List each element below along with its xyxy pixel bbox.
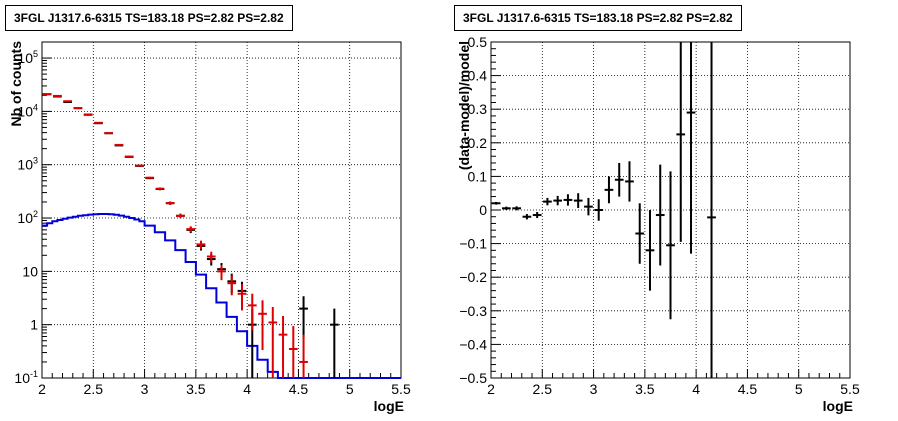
model-point xyxy=(186,226,196,233)
model-point xyxy=(247,293,257,331)
residual-point xyxy=(635,203,645,264)
model-point xyxy=(155,187,165,190)
model-point xyxy=(114,143,124,146)
residual-point xyxy=(676,42,686,242)
model-point xyxy=(176,213,185,219)
right-x-tick-label: 3.5 xyxy=(635,381,655,397)
residual-point xyxy=(522,214,532,220)
left-y-tick-label: 102 xyxy=(17,209,38,226)
right-y-tick-label: −0.4 xyxy=(459,336,487,352)
left-x-tick-label: 4.5 xyxy=(289,381,309,397)
left-plot-frame xyxy=(41,41,402,379)
left-y-tick-label: 10 xyxy=(22,263,38,279)
left-plot-title: 3FGL J1317.6-6315 TS=183.18 PS=2.82 PS=2… xyxy=(5,5,293,31)
right-y-tick-label: −0.5 xyxy=(459,370,487,386)
right-y-tick-label: 0.1 xyxy=(468,168,488,184)
right-y-tick-label: 0.4 xyxy=(468,68,488,84)
residual-point xyxy=(707,42,716,378)
left-x-tick-label: 3.5 xyxy=(186,381,206,397)
left-y-tick-label: 103 xyxy=(17,156,38,173)
right-x-tick-label: 2.5 xyxy=(533,381,553,397)
left-x-tick-label: 3 xyxy=(141,381,149,397)
right-y-tick-label: 0 xyxy=(479,202,487,218)
right-y-tick-label: −0.2 xyxy=(459,269,487,285)
right-x-tick-label: 5.5 xyxy=(840,381,860,397)
residual-point xyxy=(604,176,614,204)
residual-point xyxy=(563,194,573,206)
data-point xyxy=(299,296,308,338)
model-point xyxy=(288,326,298,378)
model-point xyxy=(278,315,288,378)
model-point xyxy=(135,164,144,167)
model-point xyxy=(227,275,237,296)
model-point xyxy=(104,132,114,135)
residual-point xyxy=(594,199,604,221)
left-y-tick-label: 10-1 xyxy=(14,369,38,386)
right-y-tick-label: 0.5 xyxy=(468,34,488,50)
residual-point xyxy=(502,206,511,210)
right-x-axis-title: logE xyxy=(823,398,853,414)
model-point xyxy=(217,264,226,281)
residual-point xyxy=(543,197,552,206)
model-point xyxy=(258,300,267,350)
model-point xyxy=(165,201,175,205)
model-point xyxy=(94,121,103,124)
right-x-tick-label: 4.5 xyxy=(738,381,758,397)
residual-point xyxy=(666,171,675,320)
residual-point xyxy=(491,201,501,205)
residual-point xyxy=(625,161,634,202)
left-y-tick-label: 1 xyxy=(30,317,38,333)
residual-point xyxy=(614,162,624,197)
residuals-panel: 2 2.5 3 3.5 4 4.5 5 5.5 −0.5 −0.4 −0.3 −0.2 −0.1 0 0.1… xyxy=(459,34,860,397)
model-point xyxy=(196,240,206,249)
left-x-tick-label: 4 xyxy=(243,381,251,397)
model-step-line xyxy=(42,213,401,379)
right-x-tick-label: 4 xyxy=(692,381,700,397)
left-y-axis-title: Nb of counts xyxy=(8,41,24,127)
residual-point xyxy=(532,212,542,219)
right-y-tick-label: −0.3 xyxy=(459,303,487,319)
residual-point xyxy=(686,42,696,254)
model-point xyxy=(206,251,216,263)
left-y-tick-label: 104 xyxy=(17,102,38,119)
left-x-tick-label: 5.5 xyxy=(391,381,411,397)
left-x-axis-title: logE xyxy=(374,398,404,414)
residual-point xyxy=(512,206,522,211)
residual-point xyxy=(584,197,593,216)
right-y-axis-title: (data-model)/model xyxy=(456,41,472,170)
right-x-tick-label: 2 xyxy=(487,381,495,397)
right-x-tick-label: 5 xyxy=(795,381,803,397)
data-point xyxy=(329,308,339,378)
residual-point xyxy=(573,193,583,208)
residual-point xyxy=(553,195,563,206)
model-point xyxy=(124,155,134,158)
right-plot-title: 3FGL J1317.6-6315 TS=183.18 PS=2.82 PS=2… xyxy=(454,5,742,31)
right-y-tick-label: 0.2 xyxy=(468,135,488,151)
right-y-tick-label: −0.1 xyxy=(459,236,487,252)
left-x-tick-label: 5 xyxy=(346,381,354,397)
counts-histogram-panel: 2 2.5 3 3.5 4 4.5 5 5.5 10-1 1 10 102 103 104 105 xyxy=(14,41,411,397)
right-x-tick-label: 3 xyxy=(590,381,598,397)
model-point xyxy=(145,176,155,179)
residual-point xyxy=(645,210,655,291)
left-x-tick-label: 2 xyxy=(38,381,46,397)
model-point xyxy=(268,306,278,378)
residual-point xyxy=(655,164,665,266)
left-y-tick-label: 105 xyxy=(17,49,38,66)
model-point xyxy=(237,284,247,311)
left-x-tick-label: 2.5 xyxy=(84,381,104,397)
model-point xyxy=(299,334,308,378)
right-y-tick-label: 0.3 xyxy=(468,101,488,117)
